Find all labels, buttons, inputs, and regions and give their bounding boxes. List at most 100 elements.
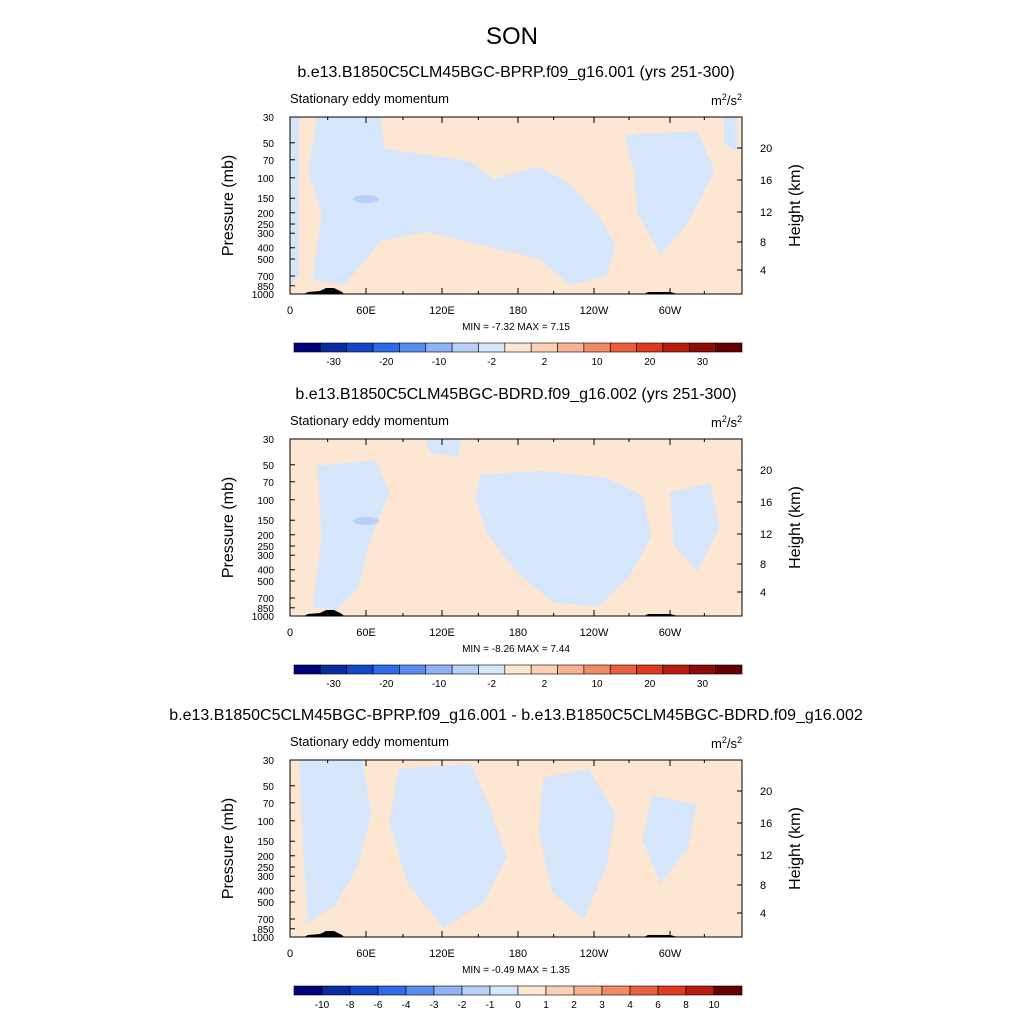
colorbar-swatch <box>573 985 603 996</box>
y-tick-label: 150 <box>257 194 274 205</box>
colorbar-swatch <box>688 342 716 353</box>
colorbar-swatch <box>609 664 637 675</box>
y2-tick-label: 8 <box>760 237 766 249</box>
plot-frame <box>289 116 743 295</box>
panel-2: b.e13.B1850C5CLM45BGC-BDRD.f09_g16.002 (… <box>220 386 804 690</box>
colorbar-label: -10 <box>315 1000 330 1011</box>
y-tick-label: 400 <box>257 244 274 255</box>
colorbar-label: -30 <box>326 679 341 690</box>
colorbar-swatch <box>321 985 351 996</box>
colorbar-label: 4 <box>627 1000 633 1011</box>
colorbar-swatch <box>583 664 611 675</box>
colorbar-swatch <box>320 664 348 675</box>
colorbar-label: -20 <box>379 679 394 690</box>
panel-units: m2/s2 <box>711 92 742 108</box>
y-tick-label: 30 <box>263 435 275 446</box>
y2-tick-label: 16 <box>760 497 772 509</box>
field-region <box>290 117 300 286</box>
colorbar-swatch <box>609 342 637 353</box>
panel-3: b.e13.B1850C5CLM45BGC-BPRP.f09_g16.001 -… <box>169 707 863 1011</box>
y-axis-label: Pressure (mb) <box>220 155 237 256</box>
units-sup: 2 <box>722 735 727 745</box>
colorbar-label: 2 <box>571 1000 577 1011</box>
colorbar-swatch <box>517 985 547 996</box>
colorbar-label: 2 <box>542 357 548 368</box>
x-tick-label: 120W <box>580 627 609 639</box>
field-region <box>669 483 720 572</box>
y2-tick-label: 12 <box>760 850 772 862</box>
units-base: m <box>711 93 722 108</box>
colorbar-label: -2 <box>458 1000 467 1011</box>
field-region <box>538 768 616 920</box>
colorbar-label: 3 <box>599 1000 605 1011</box>
y2-axis-label: Height (km) <box>787 486 804 569</box>
colorbar-swatch <box>346 664 374 675</box>
y2-tick-label: 4 <box>760 587 766 599</box>
colorbar-label: -2 <box>487 679 496 690</box>
panel-title: b.e13.B1850C5CLM45BGC-BPRP.f09_g16.001 (… <box>297 64 734 81</box>
units-base: m <box>711 415 722 430</box>
colorbar-swatch <box>451 342 479 353</box>
units-sup: 2 <box>722 92 727 102</box>
y-tick-label: 30 <box>263 113 275 124</box>
field-region <box>353 517 379 525</box>
colorbar-swatch <box>662 664 690 675</box>
colorbar-swatch <box>425 342 453 353</box>
y-axis-label: Pressure (mb) <box>220 798 237 899</box>
colorbar-swatch <box>657 985 687 996</box>
colorbar-swatch <box>629 985 659 996</box>
colorbar-swatch <box>433 985 463 996</box>
colorbar-label: 6 <box>655 1000 661 1011</box>
colorbar-swatch <box>530 342 558 353</box>
x-tick-label: 0 <box>287 948 293 960</box>
field-regions <box>290 117 738 286</box>
x-tick-label: 60E <box>356 627 376 639</box>
y2-tick-label: 12 <box>760 207 772 219</box>
panel-left-label: Stationary eddy momentum <box>290 413 449 428</box>
colorbar-swatch <box>557 342 585 353</box>
x-tick-label: 180 <box>509 627 527 639</box>
colorbar-label: -10 <box>432 679 447 690</box>
colorbar-label: 10 <box>591 357 603 368</box>
colorbar-swatch <box>451 664 479 675</box>
colorbar-swatch <box>399 664 427 675</box>
y-tick-label: 850 <box>257 604 274 615</box>
min-max-stats: MIN = -7.32 MAX = 7.15 <box>462 322 570 333</box>
y2-tick-label: 12 <box>760 529 772 541</box>
field-region <box>389 763 507 929</box>
colorbar-swatch <box>545 985 575 996</box>
panel-units: m2/s2 <box>711 735 742 751</box>
y2-tick-label: 16 <box>760 175 772 187</box>
y-tick-label: 200 <box>257 531 274 542</box>
colorbar-label: -2 <box>487 357 496 368</box>
panel-1: b.e13.B1850C5CLM45BGC-BPRP.f09_g16.001 (… <box>220 64 804 368</box>
y-tick-label: 250 <box>257 542 274 553</box>
units-sup: 2 <box>737 92 742 102</box>
panel-title: b.e13.B1850C5CLM45BGC-BDRD.f09_g16.002 (… <box>295 386 736 403</box>
colorbar-swatch <box>583 342 611 353</box>
y-tick-label: 250 <box>257 863 274 874</box>
colorbar-label: 0 <box>515 1000 521 1011</box>
y-tick-label: 70 <box>263 799 275 810</box>
colorbar-swatch <box>349 985 379 996</box>
y-tick-label: 50 <box>263 461 275 472</box>
y-tick-label: 1000 <box>252 612 275 623</box>
y-tick-label: 30 <box>263 756 275 767</box>
colorbar-label: -1 <box>486 1000 495 1011</box>
y-tick-label: 850 <box>257 282 274 293</box>
colorbar-swatch <box>601 985 631 996</box>
colorbar-swatch <box>688 664 716 675</box>
y-tick-label: 700 <box>257 272 274 283</box>
colorbar-swatch <box>372 664 400 675</box>
colorbar-swatch <box>504 664 532 675</box>
colorbar-label: 20 <box>644 357 656 368</box>
colorbar-label: 1 <box>543 1000 549 1011</box>
y-tick-label: 100 <box>257 174 274 185</box>
y-tick-label: 50 <box>263 782 275 793</box>
colorbar-label: -3 <box>430 1000 439 1011</box>
field-region <box>308 117 616 286</box>
y-tick-label: 50 <box>263 139 275 150</box>
colorbar-swatch <box>713 985 743 996</box>
units-mid: /s <box>727 93 738 108</box>
